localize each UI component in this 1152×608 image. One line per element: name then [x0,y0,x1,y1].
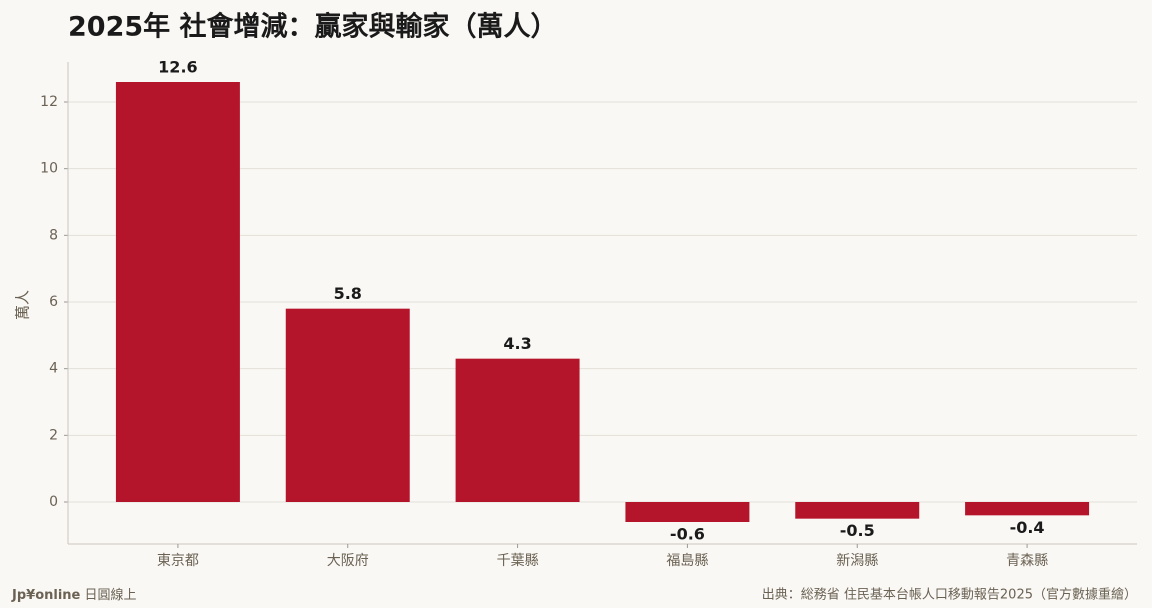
chart-title: 2025年 社會增減：贏家與輸家（萬人） [68,11,558,43]
bar [455,358,580,502]
y-tick-label: 0 [49,494,58,510]
x-tick-label: 新潟縣 [836,553,878,569]
y-tick-label: 10 [40,161,58,177]
value-label: -0.5 [840,521,875,540]
value-label: 4.3 [503,334,531,353]
x-tick-label: 福島縣 [666,553,708,569]
brand-name: Jp¥online [11,588,81,603]
y-tick-label: 12 [40,94,58,110]
y-tick-label: 8 [49,227,58,243]
value-label: 5.8 [334,284,362,303]
value-label: 12.6 [158,58,197,77]
bar [625,502,750,522]
y-tick-label: 2 [49,427,58,443]
y-tick-label: 6 [49,294,58,310]
x-tick-label: 大阪府 [327,553,369,569]
value-label: -0.4 [1010,518,1045,537]
y-axis-label: 萬人 [14,290,32,320]
bar [965,502,1090,516]
value-label: -0.6 [670,525,705,544]
bar [115,82,240,502]
x-tick-label: 東京都 [157,553,199,569]
y-tick-label: 4 [49,361,58,377]
x-tick-label: 千葉縣 [497,553,539,569]
bar [795,502,920,519]
brand-sub: 日圓線上 [85,587,137,603]
x-tick-label: 青森縣 [1006,553,1048,569]
footer-source: 出典：総務省 住民基本台帳人口移動報告2025（官方數據重繪） [762,587,1137,603]
footer-brand: Jp¥online 日圓線上 [11,587,137,603]
bar [285,308,410,502]
